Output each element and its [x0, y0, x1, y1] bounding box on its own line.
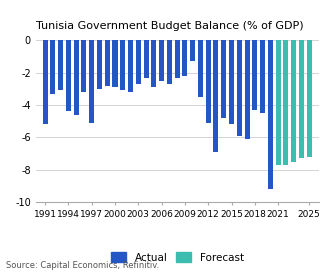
Bar — [58, 40, 63, 90]
Bar — [252, 40, 257, 110]
Bar — [206, 40, 211, 123]
Bar — [276, 40, 280, 165]
Bar — [105, 40, 110, 86]
Bar — [43, 40, 47, 124]
Bar — [190, 40, 195, 61]
Bar — [198, 40, 203, 97]
Bar — [291, 40, 296, 162]
Bar — [214, 40, 218, 152]
Bar — [167, 40, 172, 84]
Bar — [112, 40, 118, 87]
Bar — [151, 40, 156, 87]
Bar — [244, 40, 250, 139]
Text: Source: Capital Economics, Refinitiv.: Source: Capital Economics, Refinitiv. — [6, 261, 160, 270]
Bar — [120, 40, 125, 90]
Bar — [175, 40, 180, 78]
Bar — [229, 40, 234, 124]
Bar — [283, 40, 288, 165]
Bar — [268, 40, 273, 189]
Text: Tunisia Government Budget Balance (% of GDP): Tunisia Government Budget Balance (% of … — [36, 20, 303, 31]
Bar — [182, 40, 188, 76]
Bar — [74, 40, 79, 115]
Bar — [136, 40, 141, 84]
Bar — [81, 40, 86, 92]
Bar — [97, 40, 102, 89]
Bar — [260, 40, 265, 113]
Legend: Actual, Forecast: Actual, Forecast — [106, 248, 248, 267]
Bar — [299, 40, 304, 158]
Bar — [237, 40, 242, 136]
Bar — [159, 40, 164, 81]
Bar — [50, 40, 55, 94]
Bar — [221, 40, 226, 118]
Bar — [66, 40, 71, 111]
Bar — [89, 40, 94, 123]
Bar — [128, 40, 133, 92]
Bar — [144, 40, 149, 78]
Bar — [307, 40, 312, 157]
